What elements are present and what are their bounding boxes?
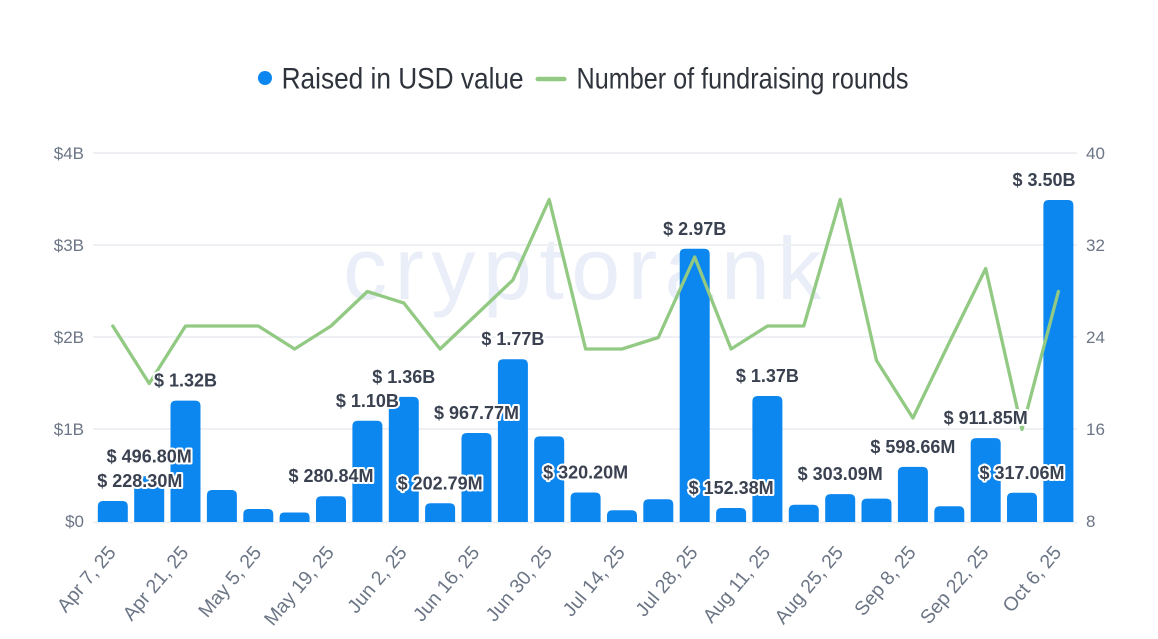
svg-text:$ 228.30M: $ 228.30M xyxy=(97,471,182,491)
svg-text:Number of fundraising rounds: Number of fundraising rounds xyxy=(577,63,909,96)
svg-text:$3B: $3B xyxy=(54,236,84,255)
svg-text:$ 1.77B: $ 1.77B xyxy=(481,329,544,349)
svg-text:$ 317.06M: $ 317.06M xyxy=(979,463,1064,483)
svg-text:$2B: $2B xyxy=(54,328,84,347)
svg-text:$ 1.36B: $ 1.36B xyxy=(372,367,435,387)
svg-text:$ 967.77M: $ 967.77M xyxy=(434,403,519,423)
svg-text:$ 2.97B: $ 2.97B xyxy=(663,219,726,239)
svg-text:Raised in USD value: Raised in USD value xyxy=(282,63,524,96)
svg-text:$ 1.37B: $ 1.37B xyxy=(736,366,799,386)
svg-text:$ 911.85M: $ 911.85M xyxy=(944,408,1028,428)
svg-text:cryptorank: cryptorank xyxy=(343,219,829,318)
svg-text:$ 202.79M: $ 202.79M xyxy=(398,473,483,493)
svg-text:$ 598.66M: $ 598.66M xyxy=(870,437,955,457)
svg-text:$ 3.50B: $ 3.50B xyxy=(1012,170,1075,190)
svg-text:$ 1.10B: $ 1.10B xyxy=(336,391,399,411)
svg-text:$ 496.80M: $ 496.80M xyxy=(107,446,192,466)
svg-text:32: 32 xyxy=(1086,236,1105,255)
svg-text:$1B: $1B xyxy=(54,420,84,439)
svg-text:$ 280.84M: $ 280.84M xyxy=(288,466,373,486)
svg-text:8: 8 xyxy=(1086,512,1095,531)
svg-text:24: 24 xyxy=(1086,328,1105,347)
svg-text:$0: $0 xyxy=(65,512,84,531)
svg-text:$ 303.09M: $ 303.09M xyxy=(798,464,883,484)
svg-text:40: 40 xyxy=(1086,144,1105,163)
svg-text:$ 1.32B: $ 1.32B xyxy=(154,371,217,391)
svg-text:16: 16 xyxy=(1086,420,1105,439)
svg-text:$4B: $4B xyxy=(54,144,84,163)
svg-text:$ 152.38M: $ 152.38M xyxy=(689,478,774,498)
svg-text:$ 320.20M: $ 320.20M xyxy=(543,463,628,483)
